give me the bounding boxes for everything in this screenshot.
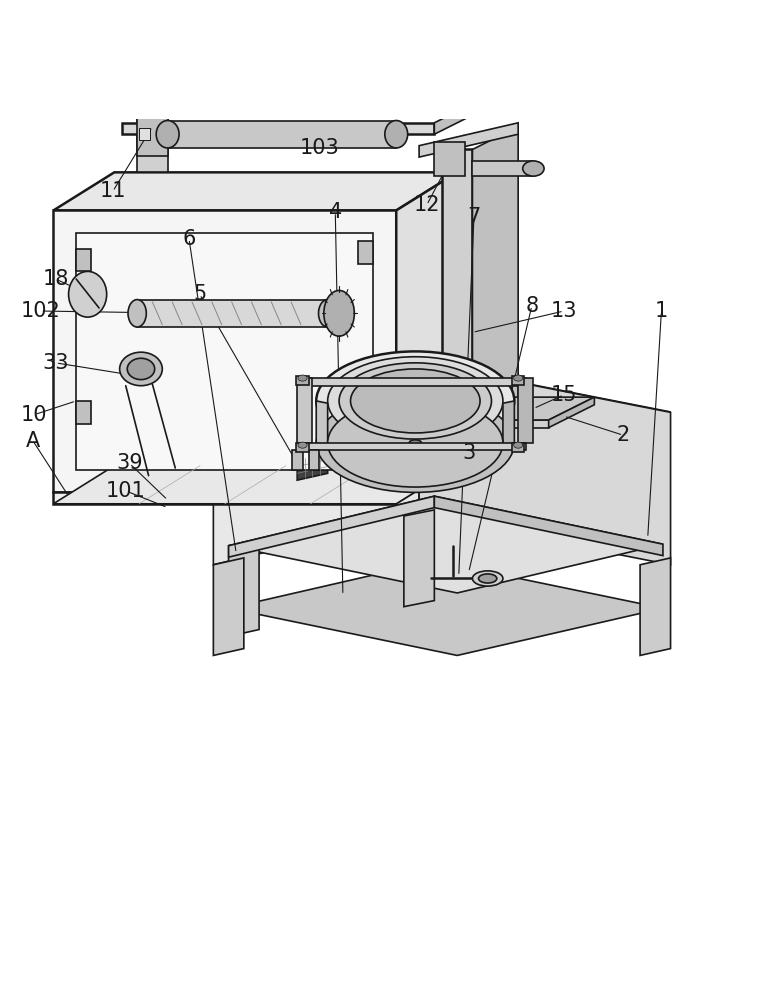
Polygon shape (168, 121, 396, 148)
Polygon shape (434, 142, 465, 176)
Text: 103: 103 (300, 138, 340, 158)
Ellipse shape (339, 363, 491, 439)
Polygon shape (396, 454, 457, 504)
Ellipse shape (409, 440, 421, 446)
Polygon shape (297, 453, 328, 480)
Polygon shape (305, 443, 526, 450)
Bar (512, 443, 524, 452)
Polygon shape (309, 450, 319, 470)
Polygon shape (419, 363, 671, 565)
Text: 6: 6 (182, 229, 196, 249)
Polygon shape (137, 119, 168, 172)
Text: 10: 10 (21, 405, 47, 425)
Polygon shape (434, 100, 480, 134)
Polygon shape (419, 420, 549, 428)
Text: 1: 1 (655, 301, 668, 321)
Polygon shape (137, 300, 328, 327)
Polygon shape (404, 510, 434, 607)
Ellipse shape (514, 442, 523, 448)
Polygon shape (53, 492, 396, 504)
Text: 5: 5 (193, 284, 207, 304)
Text: 13: 13 (551, 301, 577, 321)
Polygon shape (316, 401, 328, 445)
Polygon shape (434, 496, 663, 556)
Polygon shape (213, 363, 419, 565)
Ellipse shape (316, 393, 514, 492)
Bar (512, 376, 524, 385)
Text: 33: 33 (43, 353, 69, 373)
Polygon shape (503, 401, 514, 445)
Ellipse shape (514, 375, 523, 381)
Polygon shape (122, 123, 434, 134)
Polygon shape (229, 496, 663, 593)
Ellipse shape (127, 358, 155, 380)
Ellipse shape (328, 357, 503, 445)
Text: 7: 7 (467, 207, 481, 227)
Polygon shape (213, 558, 244, 655)
Text: A: A (26, 431, 40, 451)
Polygon shape (229, 496, 434, 557)
Polygon shape (518, 378, 533, 443)
Bar (139, 128, 150, 140)
Polygon shape (419, 397, 594, 420)
Polygon shape (305, 378, 526, 386)
Polygon shape (53, 466, 457, 504)
Polygon shape (640, 558, 671, 655)
Polygon shape (76, 401, 91, 424)
Text: 2: 2 (616, 425, 630, 445)
Ellipse shape (298, 442, 307, 448)
Text: 11: 11 (100, 181, 126, 201)
Text: 4: 4 (328, 202, 342, 222)
Text: 8: 8 (525, 296, 539, 316)
Ellipse shape (319, 300, 337, 327)
Polygon shape (472, 127, 518, 420)
Polygon shape (297, 378, 312, 443)
Ellipse shape (128, 300, 146, 327)
Ellipse shape (328, 399, 503, 487)
Text: 15: 15 (551, 385, 577, 405)
Ellipse shape (472, 571, 503, 586)
Ellipse shape (479, 574, 497, 583)
Polygon shape (358, 241, 373, 264)
Ellipse shape (298, 375, 307, 381)
Polygon shape (53, 210, 396, 492)
Polygon shape (292, 450, 303, 470)
Polygon shape (419, 123, 518, 157)
Ellipse shape (156, 121, 179, 148)
Bar (296, 443, 309, 452)
Ellipse shape (351, 369, 480, 433)
Bar (76, 233, 373, 470)
Text: 102: 102 (21, 301, 60, 321)
Polygon shape (76, 249, 91, 271)
Ellipse shape (385, 121, 408, 148)
Ellipse shape (120, 352, 162, 386)
Ellipse shape (523, 161, 544, 176)
Ellipse shape (316, 351, 514, 450)
Polygon shape (396, 172, 457, 492)
Ellipse shape (324, 290, 354, 336)
Text: 3: 3 (462, 443, 475, 463)
Polygon shape (472, 161, 533, 176)
Polygon shape (53, 172, 457, 210)
Text: 18: 18 (43, 269, 69, 289)
Text: 12: 12 (414, 195, 440, 215)
Bar (296, 376, 309, 385)
Text: 101: 101 (106, 481, 146, 501)
Polygon shape (229, 561, 663, 655)
Polygon shape (229, 539, 259, 636)
Polygon shape (213, 363, 671, 463)
Polygon shape (137, 113, 168, 156)
Polygon shape (549, 397, 594, 428)
Ellipse shape (69, 271, 107, 317)
Text: 39: 39 (117, 453, 142, 473)
Polygon shape (442, 149, 472, 420)
